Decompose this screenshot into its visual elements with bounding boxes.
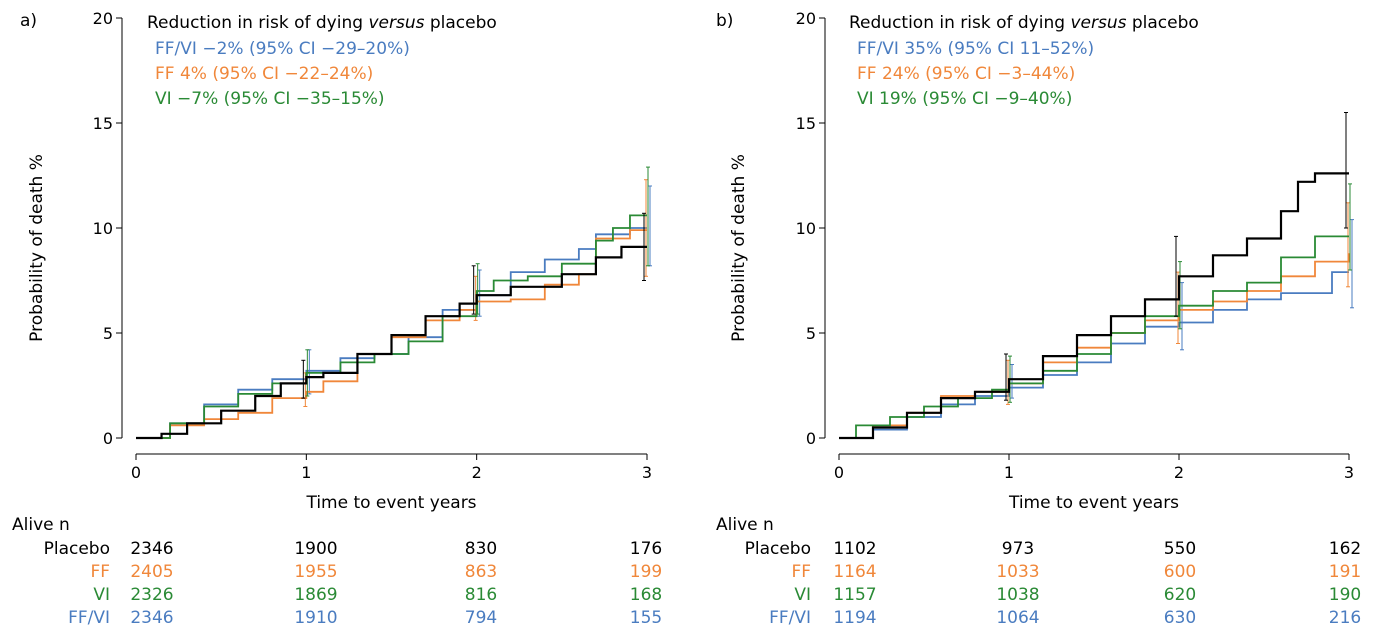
legend-title: Reduction in risk of dying versus placeb…: [849, 13, 1199, 33]
at-risk-value: 630: [1164, 608, 1196, 628]
at-risk-value: 794: [465, 608, 497, 628]
at-risk-value: 2326: [130, 585, 173, 605]
at-risk-value: 1869: [294, 585, 337, 605]
at-risk-value: 216: [1329, 608, 1361, 628]
panel-label: a): [20, 11, 37, 31]
at-risk-row-label: VI: [794, 585, 811, 605]
legend-entry: VI 19% (95% CI −9–40%): [857, 89, 1072, 109]
series-line-ff: [839, 253, 1350, 439]
at-risk-row-label: Placebo: [745, 539, 811, 559]
legend-entry: VI −7% (95% CI −35–15%): [155, 89, 385, 109]
chart-panel-b: b) 0 5 10 15 20 0 1 2 3 Time to event years Probabi…: [716, 9, 1361, 628]
at-risk-value: 1910: [294, 608, 337, 628]
at-risk-value: 2346: [130, 608, 173, 628]
at-risk-row-label: FF: [90, 562, 110, 582]
legend-entry: FF 24% (95% CI −3–44%): [857, 64, 1075, 84]
at-risk-value: 191: [1329, 562, 1361, 582]
at-risk-value: 176: [630, 539, 662, 559]
at-risk-value: 2346: [130, 539, 173, 559]
x-tick-label: 1: [301, 463, 311, 482]
chart-panel-a: a) 0 5 10 15 20 0 1 2 3 Time to event years Probabi…: [12, 9, 662, 628]
at-risk-value: 162: [1329, 539, 1361, 559]
at-risk-title: Alive n: [12, 515, 70, 535]
y-tick-label: 20: [796, 9, 816, 28]
series-line-ff: [136, 229, 647, 439]
legend-entry: FF/VI 35% (95% CI 11–52%): [857, 39, 1094, 59]
at-risk-row-label: FF/VI: [769, 608, 811, 628]
at-risk-value: 1038: [996, 585, 1039, 605]
at-risk-value: 199: [630, 562, 662, 582]
at-risk-value: 1164: [833, 562, 876, 582]
x-tick-label: 2: [472, 463, 482, 482]
at-risk-value: 2405: [130, 562, 173, 582]
series-line-vi: [136, 214, 647, 439]
x-tick-label: 0: [131, 463, 141, 482]
x-tick-label: 1: [1004, 463, 1014, 482]
at-risk-value: 863: [465, 562, 497, 582]
at-risk-value: 816: [465, 585, 497, 605]
x-axis-title: Time to event years: [305, 493, 476, 513]
at-risk-value: 1064: [996, 608, 1039, 628]
at-risk-row-label: Placebo: [44, 539, 110, 559]
y-tick-label: 0: [103, 429, 113, 448]
panel-label: b): [716, 11, 733, 31]
at-risk-value: 155: [630, 608, 662, 628]
at-risk-value: 600: [1164, 562, 1196, 582]
series-line-ffvi: [839, 271, 1349, 439]
x-tick-label: 3: [1344, 463, 1354, 482]
y-tick-label: 10: [93, 219, 113, 238]
series-line-placebo: [136, 245, 647, 440]
at-risk-value: 168: [630, 585, 662, 605]
x-axis-title: Time to event years: [1008, 493, 1179, 513]
x-tick-label: 0: [834, 463, 844, 482]
at-risk-title: Alive n: [716, 515, 774, 535]
y-tick-label: 15: [796, 114, 816, 133]
y-tick-label: 5: [103, 324, 113, 343]
series-line-placebo: [839, 172, 1349, 440]
at-risk-value: 550: [1164, 539, 1196, 559]
y-tick-label: 5: [806, 324, 816, 343]
x-tick-label: 3: [642, 463, 652, 482]
y-axis-title: Probability of death %: [729, 154, 749, 342]
at-risk-value: 830: [465, 539, 497, 559]
at-risk-value: 190: [1329, 585, 1361, 605]
at-risk-value: 620: [1164, 585, 1196, 605]
at-risk-row-label: FF/VI: [68, 608, 110, 628]
legend-entry: FF/VI −2% (95% CI −29–20%): [155, 39, 410, 59]
at-risk-value: 1900: [294, 539, 337, 559]
at-risk-value: 1194: [833, 608, 876, 628]
x-tick-label: 2: [1174, 463, 1184, 482]
y-tick-label: 10: [796, 219, 816, 238]
y-axis-title: Probability of death %: [27, 154, 47, 342]
legend-title: Reduction in risk of dying versus placeb…: [147, 13, 497, 33]
at-risk-row-label: FF: [791, 562, 811, 582]
y-tick-label: 15: [93, 114, 113, 133]
at-risk-row-label: VI: [93, 585, 110, 605]
at-risk-value: 1033: [996, 562, 1039, 582]
y-tick-label: 20: [93, 9, 113, 28]
y-tick-label: 0: [806, 429, 816, 448]
series-line-vi: [839, 235, 1349, 439]
at-risk-value: 973: [1002, 539, 1034, 559]
at-risk-value: 1955: [294, 562, 337, 582]
at-risk-value: 1157: [833, 585, 876, 605]
legend-entry: FF 4% (95% CI −22–24%): [155, 64, 373, 84]
at-risk-value: 1102: [833, 539, 876, 559]
